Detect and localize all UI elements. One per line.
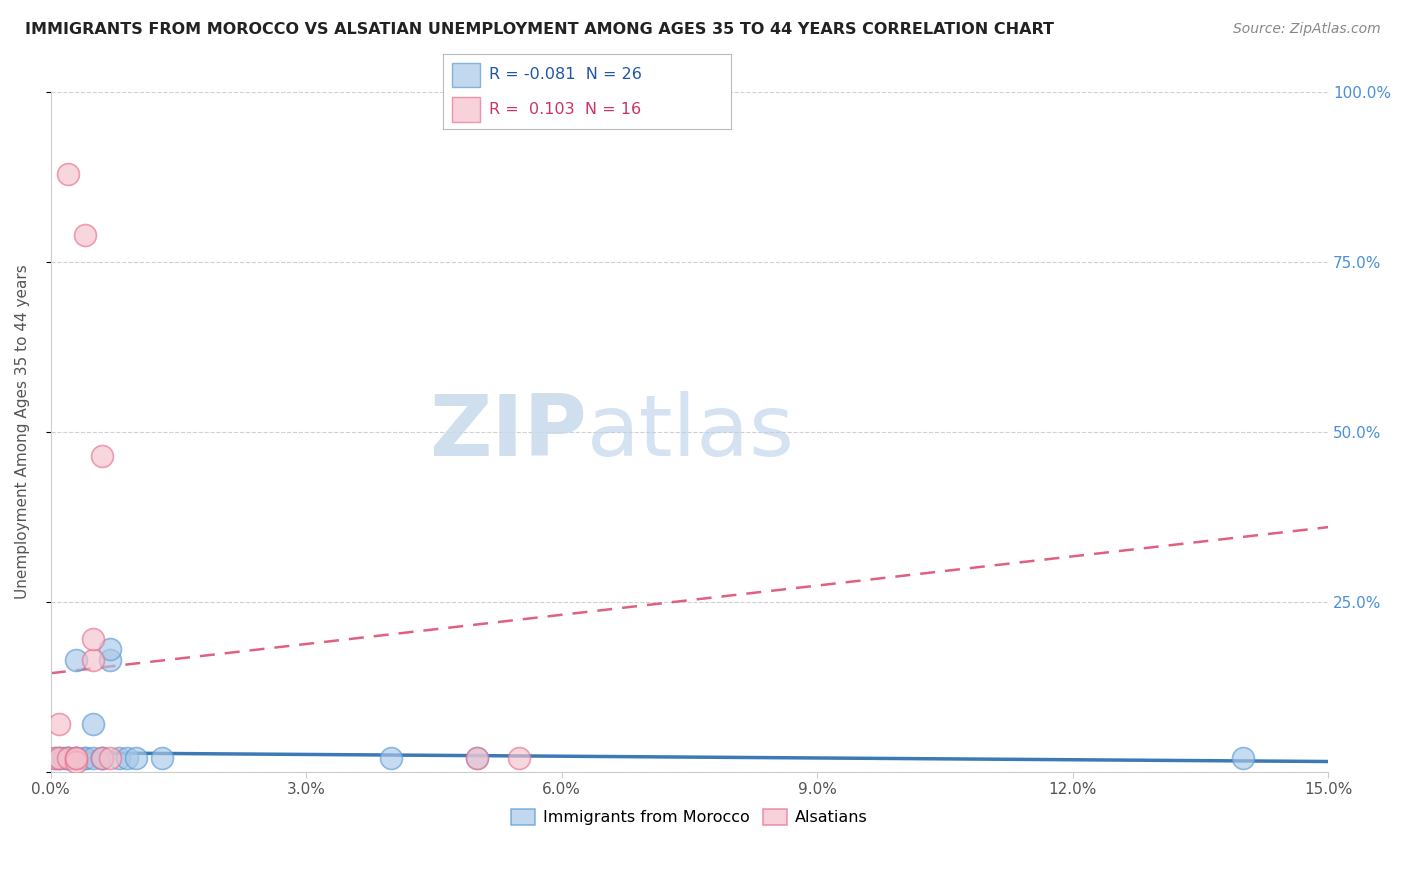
Y-axis label: Unemployment Among Ages 35 to 44 years: Unemployment Among Ages 35 to 44 years [15, 265, 30, 599]
Point [1232, 751, 1254, 765]
Point [65, 751, 87, 765]
Point [48, 717, 70, 731]
Point [380, 751, 402, 765]
Point [117, 751, 139, 765]
Point [56, 751, 79, 765]
Point [82, 632, 104, 647]
Point [52, 751, 75, 765]
Point [90, 751, 112, 765]
Text: R = -0.081  N = 26: R = -0.081 N = 26 [489, 67, 643, 82]
Point [465, 751, 488, 765]
Point [82, 751, 104, 765]
Point [73, 751, 96, 765]
Point [48, 751, 70, 765]
Text: ZIP: ZIP [430, 391, 588, 474]
Point [48, 751, 70, 765]
Point [65, 755, 87, 769]
Point [65, 751, 87, 765]
Text: atlas: atlas [588, 391, 796, 474]
Point [65, 751, 87, 765]
Point [73, 751, 96, 765]
Point [56, 167, 79, 181]
Point [73, 227, 96, 242]
Point [65, 652, 87, 666]
Point [56, 751, 79, 765]
Point [90, 449, 112, 463]
Text: IMMIGRANTS FROM MOROCCO VS ALSATIAN UNEMPLOYMENT AMONG AGES 35 TO 44 YEARS CORRE: IMMIGRANTS FROM MOROCCO VS ALSATIAN UNEM… [25, 22, 1054, 37]
Text: Source: ZipAtlas.com: Source: ZipAtlas.com [1233, 22, 1381, 37]
Point [100, 642, 122, 657]
Point [44, 751, 66, 765]
Point [465, 751, 488, 765]
Point [82, 652, 104, 666]
Point [56, 751, 79, 765]
Point [508, 751, 530, 765]
Legend: Immigrants from Morocco, Alsatians: Immigrants from Morocco, Alsatians [505, 802, 875, 831]
Point [44, 751, 66, 765]
FancyBboxPatch shape [451, 97, 481, 122]
Point [150, 751, 173, 765]
Point [90, 751, 112, 765]
Point [48, 751, 70, 765]
Point [108, 751, 131, 765]
FancyBboxPatch shape [451, 62, 481, 87]
Point [65, 751, 87, 765]
Point [90, 751, 112, 765]
Point [100, 751, 122, 765]
Point [100, 652, 122, 666]
Point [65, 751, 87, 765]
Point [56, 751, 79, 765]
Text: R =  0.103  N = 16: R = 0.103 N = 16 [489, 102, 641, 117]
Point [82, 717, 104, 731]
Point [125, 751, 148, 765]
